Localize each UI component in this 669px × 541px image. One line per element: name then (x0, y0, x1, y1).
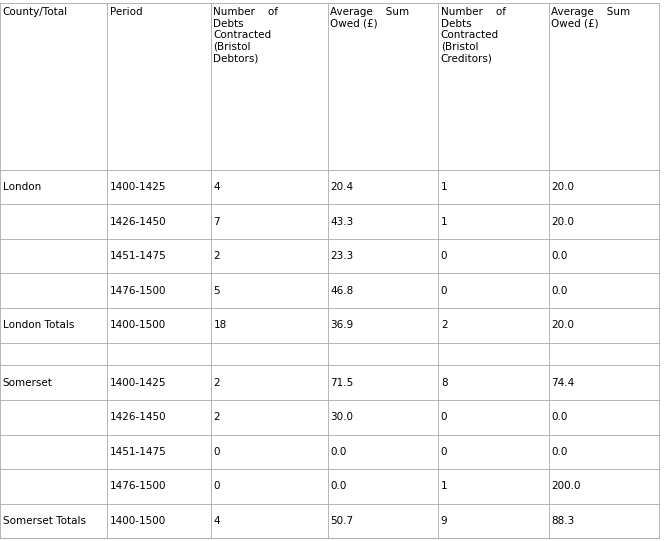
Text: 1426-1450: 1426-1450 (110, 216, 167, 227)
Text: 0: 0 (213, 447, 220, 457)
Text: 0.0: 0.0 (551, 412, 567, 422)
Text: 43.3: 43.3 (330, 216, 354, 227)
Text: 0.0: 0.0 (551, 251, 567, 261)
Text: 7: 7 (213, 216, 220, 227)
Text: 9: 9 (441, 516, 448, 526)
Text: 2: 2 (213, 412, 220, 422)
Text: 0: 0 (441, 251, 448, 261)
Text: 1400-1500: 1400-1500 (110, 516, 166, 526)
Text: 0: 0 (441, 412, 448, 422)
Text: 0.0: 0.0 (330, 481, 347, 491)
Text: Average    Sum
Owed (£): Average Sum Owed (£) (551, 7, 630, 29)
Text: 0.0: 0.0 (330, 447, 347, 457)
Text: 2: 2 (441, 320, 448, 331)
Text: 20.4: 20.4 (330, 182, 354, 192)
Text: 46.8: 46.8 (330, 286, 354, 296)
Text: 1476-1500: 1476-1500 (110, 481, 166, 491)
Text: 1: 1 (441, 182, 448, 192)
Text: Period: Period (110, 7, 142, 17)
Text: 2: 2 (213, 378, 220, 388)
Text: 1400-1500: 1400-1500 (110, 320, 166, 331)
Text: 1400-1425: 1400-1425 (110, 378, 166, 388)
Text: 88.3: 88.3 (551, 516, 575, 526)
Text: 0.0: 0.0 (551, 447, 567, 457)
Text: 1451-1475: 1451-1475 (110, 447, 167, 457)
Text: 1476-1500: 1476-1500 (110, 286, 166, 296)
Text: 1: 1 (441, 481, 448, 491)
Text: Number    of
Debts
Contracted
(Bristol
Debtors): Number of Debts Contracted (Bristol Debt… (213, 7, 278, 63)
Text: 20.0: 20.0 (551, 320, 574, 331)
Text: 30.0: 30.0 (330, 412, 353, 422)
Text: 0: 0 (441, 286, 448, 296)
Text: 0.0: 0.0 (551, 286, 567, 296)
Text: 0: 0 (441, 447, 448, 457)
Text: 20.0: 20.0 (551, 182, 574, 192)
Text: London: London (3, 182, 41, 192)
Text: 1451-1475: 1451-1475 (110, 251, 167, 261)
Text: 74.4: 74.4 (551, 378, 575, 388)
Text: 50.7: 50.7 (330, 516, 354, 526)
Text: 0: 0 (213, 481, 220, 491)
Text: 36.9: 36.9 (330, 320, 354, 331)
Text: 5: 5 (213, 286, 220, 296)
Text: Somerset Totals: Somerset Totals (3, 516, 86, 526)
Text: 23.3: 23.3 (330, 251, 354, 261)
Text: 18: 18 (213, 320, 227, 331)
Text: Average    Sum
Owed (£): Average Sum Owed (£) (330, 7, 409, 29)
Text: County/Total: County/Total (3, 7, 68, 17)
Text: Number    of
Debts
Contracted
(Bristol
Creditors): Number of Debts Contracted (Bristol Cred… (441, 7, 506, 63)
Text: 1400-1425: 1400-1425 (110, 182, 166, 192)
Text: 2: 2 (213, 251, 220, 261)
Text: London Totals: London Totals (3, 320, 74, 331)
Text: 8: 8 (441, 378, 448, 388)
Text: 4: 4 (213, 516, 220, 526)
Text: 20.0: 20.0 (551, 216, 574, 227)
Text: 1426-1450: 1426-1450 (110, 412, 167, 422)
Text: 200.0: 200.0 (551, 481, 581, 491)
Text: 4: 4 (213, 182, 220, 192)
Text: 71.5: 71.5 (330, 378, 354, 388)
Text: 1: 1 (441, 216, 448, 227)
Text: Somerset: Somerset (3, 378, 53, 388)
